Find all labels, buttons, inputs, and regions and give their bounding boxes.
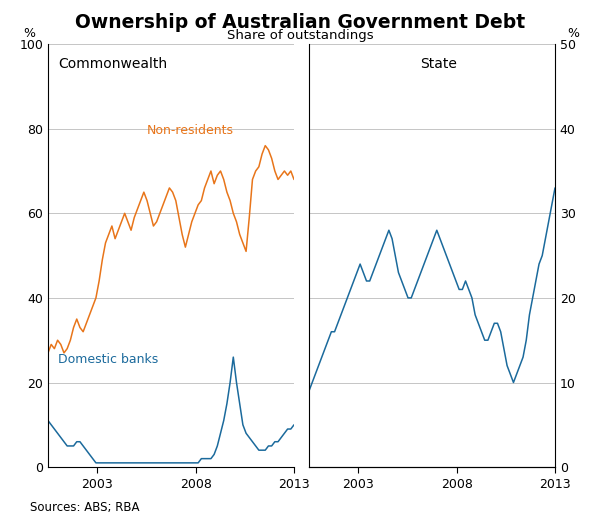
Text: Ownership of Australian Government Debt: Ownership of Australian Government Debt: [75, 13, 525, 32]
Text: %: %: [23, 27, 35, 40]
Text: Share of outstandings: Share of outstandings: [227, 29, 373, 42]
Text: Sources: ABS; RBA: Sources: ABS; RBA: [30, 501, 139, 514]
Text: Domestic banks: Domestic banks: [58, 353, 158, 366]
Text: Commonwealth: Commonwealth: [58, 57, 167, 71]
Text: %: %: [568, 27, 580, 40]
Text: State: State: [420, 57, 457, 71]
Text: Non-residents: Non-residents: [146, 125, 233, 138]
